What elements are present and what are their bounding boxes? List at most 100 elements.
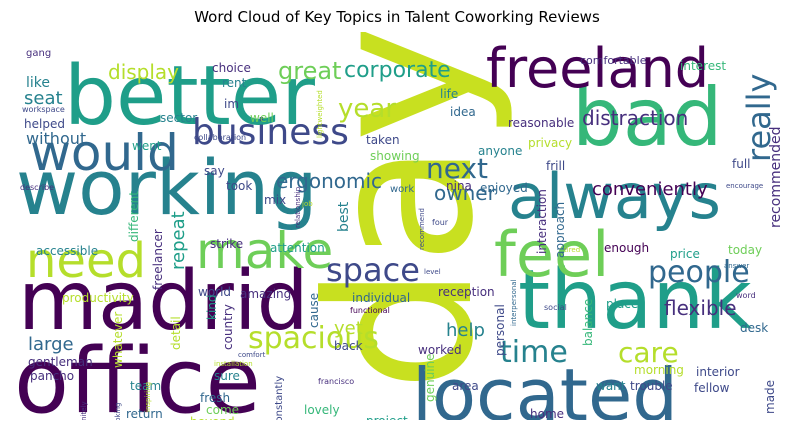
- word-distraction: distraction: [582, 106, 688, 130]
- word-located: located: [412, 353, 678, 420]
- word-fresh: fresh: [200, 391, 230, 405]
- word-well: well: [250, 111, 274, 125]
- word-collaboration: collaboration: [194, 133, 246, 142]
- word-feel: feel: [494, 218, 609, 291]
- word-idea: idea: [450, 105, 476, 119]
- word-need: need: [26, 233, 146, 289]
- word-would: would: [30, 124, 179, 182]
- word-went: went: [132, 139, 162, 153]
- word-lightweighted: lightweighted: [316, 90, 324, 138]
- word-anyone: anyone: [478, 144, 522, 158]
- word-best: best: [336, 201, 352, 232]
- word-interior: interior: [696, 365, 740, 379]
- word-like: like: [26, 75, 50, 91]
- word-whatever: whatever: [111, 312, 125, 368]
- word-nina: nina: [446, 179, 472, 193]
- word-accessible: accessible: [36, 244, 98, 258]
- word-beyond: beyond: [190, 415, 235, 420]
- word-im: im: [224, 97, 239, 111]
- word-recommend: recommend: [418, 208, 426, 250]
- word-working: working: [16, 143, 317, 232]
- word-worked: worked: [418, 343, 462, 357]
- word-interpersonal: interpersonal: [510, 279, 518, 326]
- word-people: people: [648, 255, 750, 290]
- word-detail: detail: [169, 316, 183, 350]
- word-sure: sure: [214, 369, 240, 383]
- word-care: care: [618, 336, 679, 369]
- word-spacious: spacious: [248, 321, 379, 356]
- word-world: world: [198, 285, 231, 299]
- word-showing: showing: [370, 149, 420, 163]
- word-display: display: [108, 60, 179, 84]
- word-constantly: constantly: [274, 376, 285, 420]
- word-corporate: corporate: [344, 58, 451, 83]
- word-lovely: lovely: [304, 403, 340, 417]
- word-want: want: [596, 379, 626, 393]
- word-frill: frill: [546, 159, 565, 173]
- word-kind: kind: [205, 294, 219, 320]
- word-make: make: [196, 222, 333, 280]
- word-return: return: [126, 407, 163, 420]
- word-space: space: [326, 251, 420, 289]
- word-madrid: madrid: [18, 254, 309, 349]
- word-job: job: [301, 200, 313, 208]
- word-year: year: [338, 94, 396, 124]
- word-seat: seat: [24, 88, 63, 109]
- word-yet: yet: [334, 318, 363, 339]
- chart-title: Word Cloud of Key Topics in Talent Cowor…: [194, 8, 600, 26]
- word-back: back: [334, 339, 363, 353]
- word-area: area: [452, 379, 479, 393]
- word-comfort: comfort: [238, 351, 266, 359]
- word-comfortable: comfortable: [580, 54, 647, 67]
- word-interaction: interaction: [535, 189, 549, 254]
- word-enjoyed: enjoyed: [480, 181, 528, 195]
- word-social: social: [544, 303, 567, 312]
- word-fellow: fellow: [694, 381, 730, 395]
- word-work: work: [390, 184, 414, 195]
- word-tired: tired: [564, 246, 580, 254]
- word-encourage: encourage: [726, 182, 763, 190]
- word-really: really: [740, 74, 778, 162]
- word-four: four: [432, 218, 449, 227]
- word-morning: morning: [634, 363, 684, 377]
- word-level: level: [424, 268, 441, 276]
- word-mix: mix: [264, 193, 286, 207]
- word-amazing: amazing: [240, 287, 291, 301]
- word-personal: personal: [493, 304, 507, 356]
- word-price: price: [670, 247, 700, 261]
- word-repeat: repeat: [168, 211, 189, 270]
- word-trouble: trouble: [630, 379, 673, 393]
- word-recommended: recommended: [768, 127, 784, 228]
- word-freelancer: freelancer: [151, 229, 165, 290]
- word-help: help: [446, 320, 485, 341]
- word-reasonable: reasonable: [508, 116, 574, 130]
- word-definitely: definitely: [80, 401, 88, 420]
- word-relationship: relationship: [294, 186, 302, 228]
- word-always: always: [508, 160, 721, 233]
- word-cloud: day office working better madrid thank located…: [14, 32, 784, 420]
- word-gang: gang: [26, 48, 51, 59]
- word-place: place: [606, 297, 638, 311]
- word-genuine: genuine: [423, 353, 437, 402]
- word-looking: looking: [114, 403, 122, 420]
- word-say: say: [204, 164, 225, 178]
- word-desk: desk: [740, 321, 768, 335]
- word-word: word: [736, 291, 756, 300]
- word-approach: approach: [553, 202, 567, 258]
- word-today: today: [728, 243, 762, 257]
- word-large: large: [28, 334, 74, 355]
- word-inspiring: inspiring: [144, 382, 152, 412]
- word-home: home: [530, 407, 564, 420]
- word-life: life: [440, 87, 458, 101]
- word-helped: helped: [24, 117, 65, 131]
- word-made: made: [763, 380, 777, 414]
- word-francisco: francisco: [318, 377, 354, 386]
- word-ergonomic: ergonomic: [276, 169, 382, 193]
- word-business: business: [192, 112, 349, 153]
- word-privacy: privacy: [528, 136, 572, 150]
- word-interest: interest: [680, 59, 726, 73]
- word-reception: reception: [438, 285, 495, 299]
- word-describe: describe: [20, 183, 54, 192]
- word-without: without: [26, 129, 86, 148]
- word-project: project: [366, 414, 408, 420]
